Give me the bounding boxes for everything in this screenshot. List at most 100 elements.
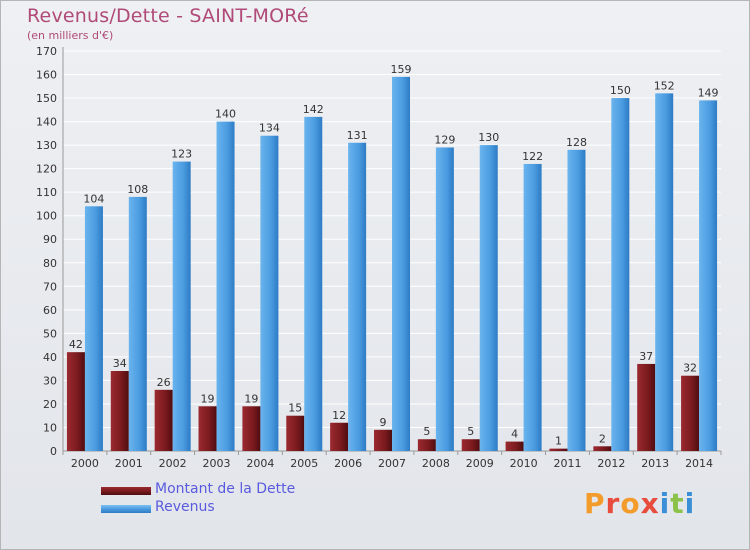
bar-dette — [154, 389, 173, 451]
data-label: 5 — [467, 425, 474, 438]
bar-dette — [681, 375, 700, 451]
data-label: 108 — [127, 183, 148, 196]
bar-dette — [242, 406, 261, 451]
bar-dette — [66, 352, 85, 451]
bar-dette — [505, 441, 524, 451]
data-label: 123 — [171, 148, 192, 161]
data-label: 26 — [157, 376, 171, 389]
logo-letter: x — [640, 487, 660, 520]
y-tick-label: 10 — [43, 421, 57, 434]
bar-revenus — [392, 76, 410, 451]
x-tick-label: 2010 — [510, 457, 538, 470]
y-tick-label: 110 — [36, 186, 57, 199]
data-label: 159 — [391, 63, 412, 76]
bar-dette — [286, 415, 305, 451]
x-tick-label: 2004 — [246, 457, 274, 470]
y-tick-label: 90 — [43, 233, 57, 246]
proxiti-logo: Proxiti — [584, 487, 695, 520]
data-label: 104 — [83, 192, 104, 205]
x-tick-label: 2013 — [641, 457, 669, 470]
data-label: 19 — [201, 392, 215, 405]
y-tick-label: 30 — [43, 374, 57, 387]
y-tick-label: 120 — [36, 163, 57, 176]
logo-letter: i — [684, 487, 696, 520]
bar-revenus — [260, 135, 279, 452]
y-tick-label: 20 — [43, 398, 57, 411]
bar-dette — [330, 422, 349, 451]
data-label: 129 — [434, 133, 455, 146]
x-tick-label: 2008 — [422, 457, 450, 470]
logo-letter: o — [620, 487, 641, 520]
bar-dette — [593, 446, 612, 451]
logo-letter: P — [584, 487, 606, 520]
data-label: 142 — [303, 103, 324, 116]
data-label: 15 — [288, 402, 302, 415]
data-label: 152 — [654, 79, 675, 92]
data-label: 130 — [478, 131, 499, 144]
y-tick-label: 170 — [36, 45, 57, 58]
x-tick-label: 2014 — [685, 457, 713, 470]
data-label: 134 — [259, 122, 280, 135]
y-tick-label: 80 — [43, 257, 57, 270]
y-tick-label: 100 — [36, 210, 57, 223]
bar-dette — [110, 371, 129, 451]
x-tick-label: 2012 — [597, 457, 625, 470]
bar-revenus — [699, 100, 718, 451]
bar-dette — [417, 439, 436, 451]
x-tick-label: 2005 — [290, 457, 318, 470]
y-tick-label: 70 — [43, 280, 57, 293]
y-tick-label: 160 — [36, 69, 57, 82]
x-tick-label: 2000 — [71, 457, 99, 470]
y-tick-label: 40 — [43, 351, 57, 364]
logo-letter: i — [659, 487, 671, 520]
data-label: 34 — [113, 357, 127, 370]
bar-revenus — [216, 121, 235, 452]
data-label: 2 — [599, 432, 606, 445]
data-label: 1 — [555, 435, 562, 448]
bar-revenus — [128, 196, 147, 451]
bar-revenus — [348, 142, 367, 451]
bar-revenus — [523, 163, 542, 452]
data-label: 19 — [244, 392, 258, 405]
legend-swatch-dette — [101, 487, 151, 495]
y-tick-label: 130 — [36, 139, 57, 152]
data-label: 37 — [639, 350, 653, 363]
bar-revenus — [304, 116, 323, 451]
data-label: 131 — [347, 129, 368, 142]
chart-title: Revenus/Dette - SAINT-MORé — [27, 5, 309, 27]
x-tick-label: 2001 — [115, 457, 143, 470]
bar-revenus — [84, 206, 103, 451]
y-tick-label: 50 — [43, 327, 57, 340]
bar-dette — [198, 406, 217, 451]
y-tick-label: 0 — [50, 445, 57, 458]
data-label: 32 — [683, 362, 697, 375]
bar-dette — [549, 448, 568, 451]
data-label: 12 — [332, 409, 346, 422]
bar-revenus — [655, 93, 674, 452]
bar-dette — [374, 429, 392, 451]
data-label: 150 — [610, 84, 631, 97]
bar-revenus — [435, 147, 454, 451]
y-tick-label: 140 — [36, 116, 57, 129]
x-tick-label: 2002 — [159, 457, 187, 470]
bar-revenus — [611, 98, 630, 451]
logo-letter: r — [605, 487, 621, 520]
x-tick-label: 2011 — [553, 457, 581, 470]
data-label: 128 — [566, 136, 587, 149]
x-tick-label: 2009 — [466, 457, 494, 470]
x-tick-label: 2003 — [203, 457, 231, 470]
chart-subtitle: (en milliers d'€) — [27, 29, 114, 42]
data-label: 140 — [215, 108, 236, 121]
data-label: 42 — [69, 338, 83, 351]
data-label: 4 — [511, 428, 518, 441]
logo-letter: t — [670, 487, 685, 520]
bar-dette — [461, 439, 480, 451]
bar-revenus — [567, 149, 586, 451]
y-tick-label: 60 — [43, 304, 57, 317]
bar-revenus — [479, 145, 498, 451]
data-label: 149 — [698, 86, 719, 99]
data-label: 122 — [522, 150, 543, 163]
x-tick-label: 2006 — [334, 457, 362, 470]
